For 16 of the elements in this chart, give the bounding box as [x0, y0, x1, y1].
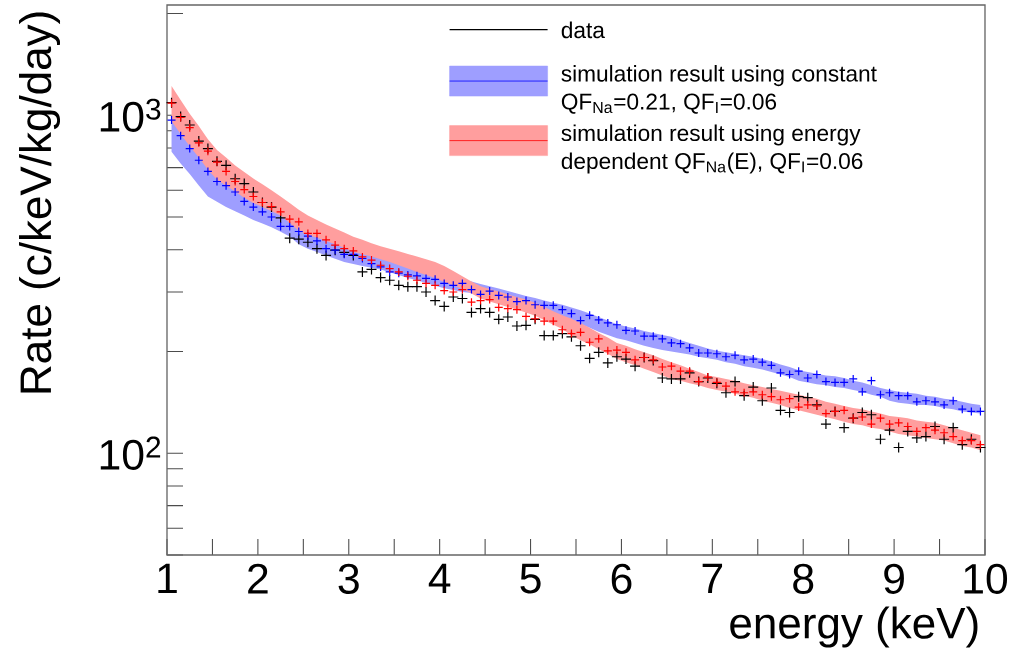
y-tick-label: 10$^{2}$ — [100, 436, 161, 470]
x-tick-label: 8 — [793, 563, 814, 594]
x-tick-label: 3 — [338, 563, 359, 594]
x-axis-title: energy (keV) — [730, 606, 978, 648]
y-tick-label: 10$^{3}$ — [100, 98, 161, 132]
x-tick-label: 5 — [520, 563, 541, 594]
x-tick-label: 1 — [158, 563, 177, 594]
x-tick-label: 2 — [248, 563, 268, 594]
legend-label: data — [561, 21, 605, 39]
x-tick-label: 4 — [428, 563, 451, 594]
legend-label: simulation result using energy dependent QF$_{Na}$(E), QF$_{I}$=0.06 — [561, 124, 863, 174]
x-tick-label: 10 — [964, 563, 1008, 594]
x-tick-label: 9 — [884, 563, 904, 594]
y-axis-title: Rate (c/keV/kg/day) — [19, 12, 61, 393]
x-tick-label: 6 — [611, 563, 632, 594]
x-tick-label: 7 — [702, 563, 723, 594]
